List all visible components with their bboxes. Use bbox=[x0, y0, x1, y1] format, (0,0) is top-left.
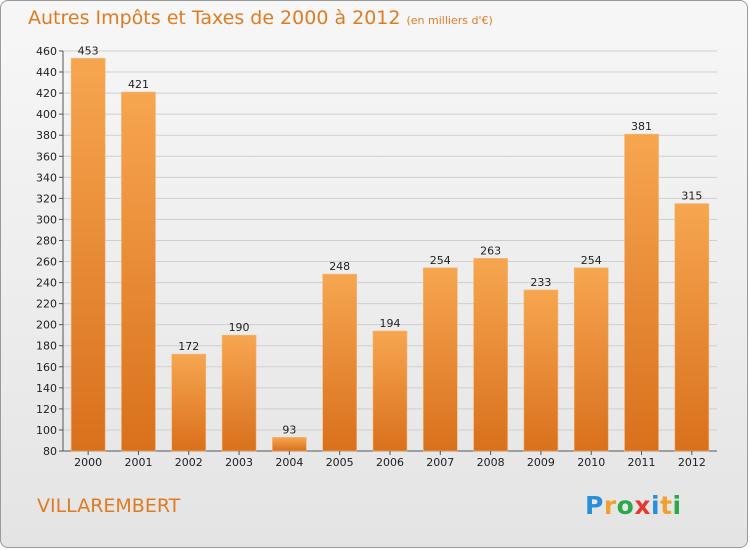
x-tick-label: 2007 bbox=[426, 456, 454, 469]
bar-value-label: 254 bbox=[430, 254, 451, 267]
y-tick-label: 340 bbox=[36, 171, 57, 184]
chart-title-text: Autres Impôts et Taxes de 2000 à 2012 bbox=[28, 7, 401, 29]
chart-title: Autres Impôts et Taxes de 2000 à 2012 (en… bbox=[28, 7, 493, 29]
y-tick-label: 300 bbox=[36, 213, 57, 226]
bar-value-label: 190 bbox=[229, 321, 250, 334]
bar-value-label: 263 bbox=[480, 244, 501, 257]
logo-letter: x bbox=[634, 491, 651, 520]
bar bbox=[70, 58, 106, 452]
bar bbox=[221, 334, 257, 452]
bar-value-label: 453 bbox=[78, 44, 99, 57]
bar bbox=[372, 330, 408, 452]
bar bbox=[523, 289, 559, 452]
bar-value-label: 381 bbox=[631, 120, 652, 133]
y-tick-label: 440 bbox=[36, 66, 57, 79]
y-tick-label: 360 bbox=[36, 150, 57, 163]
value-labels: 453 421 172 190 93 248 194 254 263 233 254 381 315 bbox=[78, 44, 703, 436]
bar-value-label: 93 bbox=[282, 423, 296, 436]
y-tick-label: 200 bbox=[36, 319, 57, 332]
bar bbox=[473, 258, 508, 452]
bar-value-label: 254 bbox=[581, 254, 602, 267]
logo-letter: i bbox=[672, 491, 682, 520]
y-tick-label: 280 bbox=[36, 234, 57, 247]
x-tick-label: 2005 bbox=[326, 456, 354, 469]
bar-value-label: 421 bbox=[128, 78, 149, 91]
bar-value-label: 315 bbox=[681, 190, 702, 203]
x-tick-label: 2000 bbox=[74, 456, 102, 469]
bar bbox=[171, 353, 207, 452]
y-tick-label: 220 bbox=[36, 298, 57, 311]
y-tick-label: 100 bbox=[36, 424, 57, 437]
logo-letter: o bbox=[616, 491, 635, 520]
bar bbox=[573, 267, 609, 452]
y-tick-label: 180 bbox=[36, 340, 57, 353]
bar-value-label: 233 bbox=[530, 276, 551, 289]
y-tick-label: 120 bbox=[36, 403, 57, 416]
x-tick-label: 2004 bbox=[275, 456, 303, 469]
y-tick-label: 320 bbox=[36, 192, 57, 205]
y-tick-label: 460 bbox=[36, 45, 57, 58]
logo-letter: P bbox=[585, 491, 604, 520]
y-tick-label: 160 bbox=[36, 361, 57, 374]
y-tick-label: 260 bbox=[36, 256, 57, 269]
logo-letter: i bbox=[651, 491, 661, 520]
bar bbox=[624, 133, 659, 452]
bar bbox=[272, 437, 307, 452]
logo-letter: t bbox=[660, 491, 673, 520]
y-tick-label: 380 bbox=[36, 129, 57, 142]
y-tick-label: 420 bbox=[36, 87, 57, 100]
x-tick-label: 2006 bbox=[376, 456, 404, 469]
bar-series bbox=[70, 58, 710, 452]
bar-value-label: 248 bbox=[329, 260, 350, 273]
x-tick-label: 2001 bbox=[124, 456, 152, 469]
bar bbox=[322, 273, 357, 452]
x-tick-label: 2012 bbox=[678, 456, 706, 469]
bar bbox=[423, 267, 458, 452]
x-tick-label: 2008 bbox=[477, 456, 505, 469]
bar bbox=[121, 91, 156, 452]
x-tick-label: 2002 bbox=[175, 456, 203, 469]
bar bbox=[674, 203, 710, 452]
y-tick-label: 240 bbox=[36, 277, 57, 290]
x-tick-label: 2011 bbox=[628, 456, 656, 469]
x-tick-label: 2009 bbox=[527, 456, 555, 469]
bar-value-label: 172 bbox=[178, 340, 199, 353]
proxiti-logo: Proxiti bbox=[585, 491, 682, 520]
x-tick-label: 2010 bbox=[577, 456, 605, 469]
y-axis-ticks: 80 100 120 140 160 180 200 220 240 260 280 300 320 34… bbox=[36, 45, 63, 458]
bar-value-label: 194 bbox=[380, 317, 401, 330]
x-tick-label: 2003 bbox=[225, 456, 253, 469]
y-tick-label: 140 bbox=[36, 382, 57, 395]
y-tick-label: 400 bbox=[36, 108, 57, 121]
commune-name: VILLAREMBERT bbox=[37, 495, 181, 517]
y-tick-label: 80 bbox=[43, 445, 57, 458]
x-axis-ticks: 2000 2001 2002 2003 2004 2005 2006 2007 2008 2009… bbox=[74, 451, 706, 469]
logo-letter: r bbox=[603, 491, 617, 520]
chart-subtitle: (en milliers d'€) bbox=[406, 14, 493, 27]
